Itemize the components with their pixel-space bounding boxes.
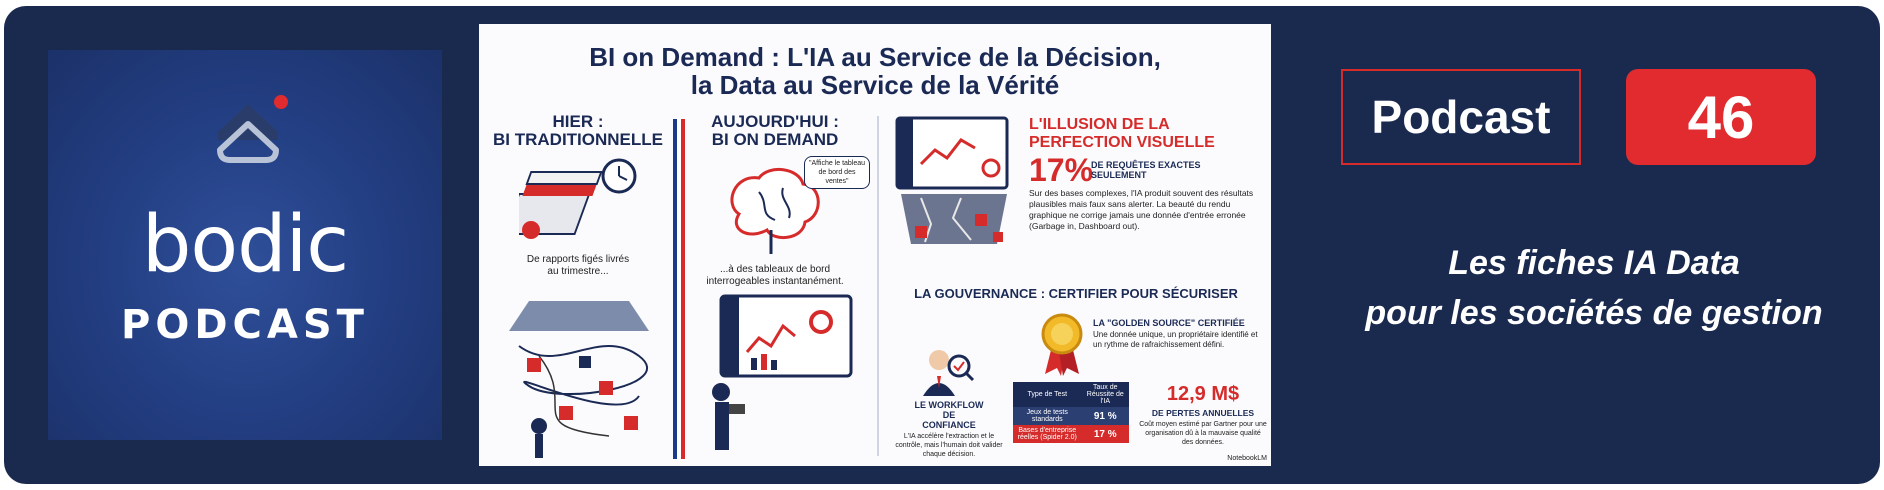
workflow-description: L'IA accélère l'extraction et le contrôl… <box>895 433 1003 458</box>
bodic-logo: bodic PODCAST <box>48 50 442 440</box>
mid-heading-1: AUJOURD'HUI : <box>711 112 839 131</box>
workflow-heading-3: CONFIANCE <box>922 420 976 430</box>
user-magnifier-icon <box>923 350 975 396</box>
stat-percent: 17% <box>1029 152 1094 188</box>
speech-bubble: "Affiche le tableau de bord des ventes" <box>804 156 870 189</box>
stat-description: Sur des bases complexes, l'IA produit so… <box>1029 188 1254 231</box>
cracked-dashboard-illustration <box>895 116 1009 244</box>
governance-heading: LA GOUVERNANCE : CERTIFIER POUR SÉCURISE… <box>914 286 1238 301</box>
episode-number-badge: 46 <box>1626 69 1816 165</box>
left-caption-2: au trimestre... <box>547 266 609 277</box>
loss-value: 12,9 M$ <box>1166 383 1240 405</box>
golden-source-description: Une donnée unique, un propriétaire ident… <box>1093 330 1258 349</box>
tagline-line2: pour les sociétés de gestion <box>1365 294 1823 332</box>
table-row: Jeux de tests standards 91 % <box>1013 407 1129 425</box>
table-cell: 91 % <box>1093 410 1117 422</box>
credit-label: NotebookLM <box>1227 455 1267 462</box>
dashboard-tablet-illustration <box>712 294 853 450</box>
stat-label-1: DE REQUÊTES EXACTES <box>1091 160 1201 170</box>
illusion-heading-1: L'ILLUSION DE LA <box>1029 116 1170 133</box>
left-caption-1: De rapports figés livrés <box>526 254 630 265</box>
left-heading-2: BI TRADITIONNELLE <box>493 130 663 149</box>
infographic-title-line2: la Data au Service de la Vérité <box>690 70 1060 100</box>
medal-icon <box>1041 313 1083 376</box>
table-cell: Jeux de tests standards <box>1026 409 1068 423</box>
brain-icon <box>730 168 820 254</box>
ai-success-table: Type de Test Taux de Réussite de l'IA Je… <box>1013 382 1129 443</box>
left-heading-1: HIER : <box>552 112 604 131</box>
logo-subtitle: PODCAST <box>121 302 369 348</box>
infographic: BI on Demand : L'IA au Service de la Déc… <box>479 24 1271 466</box>
loss-label: DE PERTES ANNUELLES <box>1151 408 1255 418</box>
logo-wordmark: bodic <box>141 200 349 290</box>
paper-stack-icon <box>519 158 637 239</box>
table-row: Bases d'entreprise réelles (Spider 2.0) … <box>1013 425 1129 443</box>
table-cell: 17 % <box>1093 428 1117 440</box>
golden-source-heading: LA "GOLDEN SOURCE" CERTIFIÉE <box>1093 318 1245 328</box>
infographic-title-line1: BI on Demand : L'IA au Service de la Déc… <box>589 42 1161 72</box>
tagline-line1: Les fiches IA Data <box>1448 244 1740 282</box>
loss-description: Coût moyen estimé par Gartner pour une o… <box>1139 421 1267 446</box>
mid-caption-2: interrogeables instantanément. <box>706 276 844 287</box>
mid-heading-2: BI ON DEMAND <box>711 130 839 149</box>
illusion-heading-2: PERFECTION VISUELLE <box>1029 134 1215 151</box>
flag-divider <box>673 119 685 459</box>
workflow-heading-2: DE <box>942 410 956 420</box>
mid-caption-1: ...à des tableaux de bord <box>719 264 831 275</box>
table-cell: Bases d'entreprise réelles (Spider 2.0) <box>1017 427 1077 441</box>
house-cloud-icon <box>217 95 288 163</box>
tangled-network-illustration <box>509 301 649 458</box>
table-header-rate: Taux de Réussite de l'IA <box>1086 384 1124 405</box>
podcast-banner: bodic PODCAST BI on Demand : L'IA au Ser… <box>4 6 1880 484</box>
column-divider <box>877 116 879 456</box>
stat-label-2: SEULEMENT <box>1091 170 1147 180</box>
podcast-label: Podcast <box>1341 69 1581 165</box>
table-header-type: Type de Test <box>1027 391 1068 398</box>
workflow-heading-1: LE WORKFLOW <box>914 400 984 410</box>
